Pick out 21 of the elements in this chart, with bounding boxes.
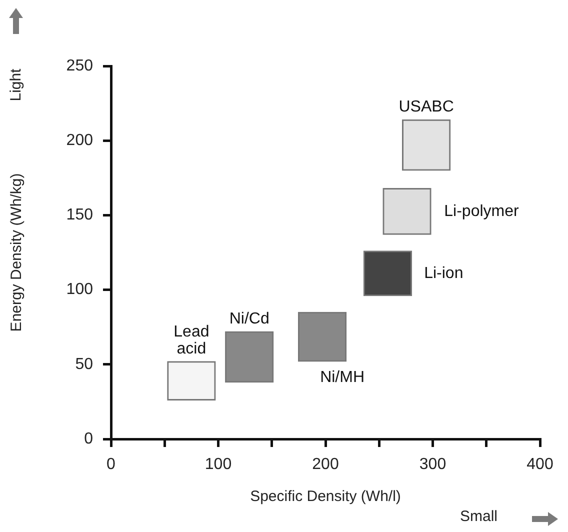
series-label: Lead acid	[174, 323, 210, 358]
x-tick-label: 300	[419, 456, 446, 474]
y-tick-label: 150	[66, 206, 94, 224]
series-label: USABC	[398, 98, 454, 116]
y-tick-label: 200	[66, 132, 94, 150]
x-tick-label: 100	[204, 456, 232, 474]
y-tick-label: 0	[84, 430, 94, 448]
x-tick-label: 0	[106, 456, 116, 474]
series-label: Li-ion	[424, 264, 464, 282]
text: Light	[8, 68, 24, 102]
text: Small	[460, 508, 498, 525]
y-axis-title: Energy Density (Wh/kg)	[8, 173, 26, 332]
series-label: Ni/Cd	[229, 310, 270, 328]
series-label: Li-polymer	[444, 202, 520, 220]
x-axis-title: Specific Density (Wh/l)	[250, 488, 401, 506]
y-tick-label: 50	[75, 356, 94, 373]
y-tick-label: 100	[66, 281, 94, 298]
y-tick-label: 250	[66, 57, 94, 74]
series-label: Ni/MH	[320, 368, 364, 386]
x-tick-label: 400	[526, 456, 554, 474]
x-tick-label: 200	[312, 456, 339, 474]
